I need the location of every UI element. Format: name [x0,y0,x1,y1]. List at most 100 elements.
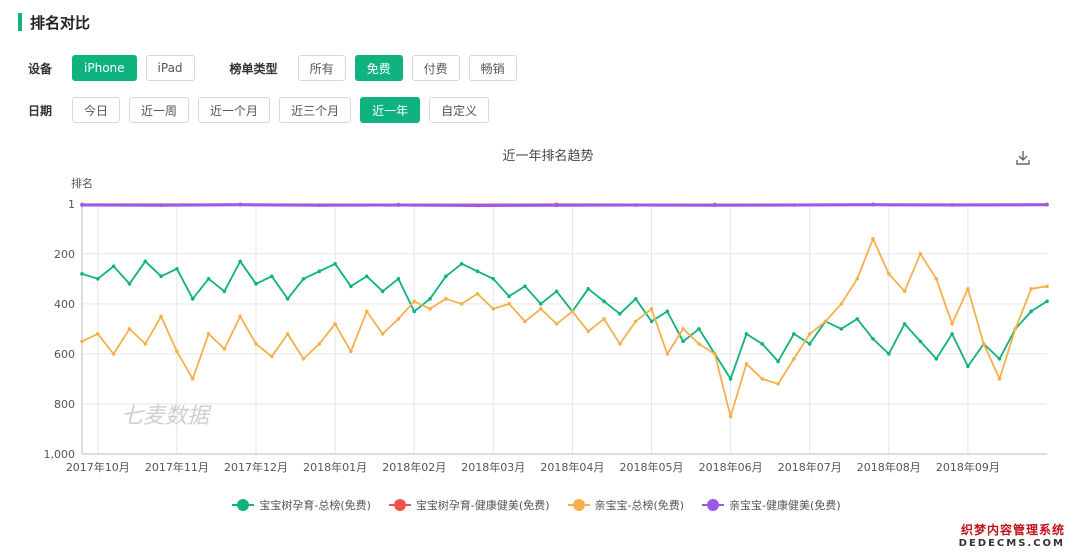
data-point [206,332,211,336]
download-icon[interactable] [1016,151,1030,165]
data-point [333,322,337,326]
data-point [966,287,970,291]
section-title-text: 排名对比 [30,13,91,32]
x-tick-label: 2018年03月 [461,460,525,474]
data-point [364,309,369,314]
date-range-button-5[interactable]: 自定义 [429,97,490,123]
data-point [190,377,195,381]
data-point [190,297,195,301]
date-button-group: 今日 近一周 近一个月 近三个月 近一年 自定义 [72,97,498,123]
x-tick-label: 2017年12月 [224,460,288,474]
data-point [871,236,875,241]
data-point [1029,287,1033,291]
site-watermark-cn: 织梦内容管理系统 [960,523,1065,537]
legend-swatch [567,499,590,511]
data-point [902,289,907,294]
data-point [111,264,116,269]
date-range-button-2[interactable]: 近一个月 [198,97,271,123]
data-point [997,357,1002,361]
date-range-button-4[interactable]: 近一年 [360,97,421,123]
data-point [96,277,100,281]
data-point [538,302,543,306]
chart-type-button-2[interactable]: 付费 [411,55,460,81]
device-button-0[interactable]: iPhone [72,55,137,81]
legend-item-2[interactable]: 亲宝宝-总榜(免费) [567,497,685,513]
data-point [349,349,353,354]
data-point [776,359,780,364]
data-point [665,309,670,314]
data-point [966,364,970,369]
data-point [475,292,480,296]
data-point [712,352,717,356]
site-watermark: 织梦内容管理系统 DEDECMS.COM [959,521,1065,549]
data-point [238,259,242,264]
data-point [855,317,859,321]
data-point [459,302,464,306]
y-tick-label: 800 [54,398,75,411]
data-point [602,299,606,304]
date-range-button-1[interactable]: 近一周 [129,97,190,123]
data-point [80,272,84,276]
data-point [459,262,464,266]
data-point [712,203,717,208]
device-button-1[interactable]: iPad [145,55,195,81]
data-point [96,332,100,336]
data-point [301,277,306,281]
device-button-group: iPhone iPad [72,55,204,81]
data-point [807,342,812,346]
data-point [175,349,179,354]
data-point [792,357,796,361]
data-point [238,202,242,207]
data-point [285,332,290,336]
data-point [586,329,591,334]
data-point [80,339,84,344]
data-point [317,269,322,274]
data-point [681,339,685,344]
legend-item-3[interactable]: 亲宝宝-健康健美(免费) [702,497,841,513]
legend-label: 亲宝宝-健康健美(免费) [729,499,841,512]
data-point [918,251,923,256]
data-point [317,342,322,346]
chart-type-button-3[interactable]: 畅销 [468,55,517,81]
x-tick-label: 2018年05月 [620,460,684,474]
legend-swatch [232,499,255,511]
data-point [1045,202,1049,207]
data-point [159,274,163,279]
data-point [538,307,543,311]
legend-item-1[interactable]: 宝宝树孕育-健康健美(免费) [388,497,550,513]
data-point [602,317,606,321]
data-point [633,203,638,207]
data-point [934,357,939,361]
y-tick-label: 400 [54,298,75,311]
data-point [792,332,796,336]
device-filter-row: 设备 iPhone iPad 榜单类型 所有 免费 付费 畅销 [28,55,526,81]
date-range-button-0[interactable]: 今日 [72,97,121,123]
data-point [301,357,306,361]
data-point [839,327,844,331]
data-point [206,277,211,281]
series-line-3 [81,203,1048,207]
series-line-2 [81,237,1048,418]
data-point [222,347,227,351]
data-point [760,377,765,381]
x-tick-label: 2018年04月 [540,460,604,474]
chart-type-button-0[interactable]: 所有 [297,55,346,81]
data-point [823,319,828,324]
data-point [586,287,591,291]
chart-title: 近一年排名趋势 [502,148,593,164]
data-point [855,277,859,281]
data-point [143,342,148,346]
data-point [981,342,986,346]
chart-type-button-group: 所有 免费 付费 畅销 [297,55,526,81]
data-point [285,297,290,301]
title-accent-bar [18,13,22,31]
data-point [1045,299,1049,304]
legend-label: 亲宝宝-总榜(免费) [594,499,685,512]
date-range-button-3[interactable]: 近三个月 [279,97,352,123]
legend-item-0[interactable]: 宝宝树孕育-总榜(免费) [232,497,371,513]
chart-type-button-1[interactable]: 免费 [354,55,403,81]
legend-label: 宝宝树孕育-总榜(免费) [259,499,371,512]
data-point [270,354,274,359]
data-point [364,274,369,279]
chart-watermark: 七麦数据 [121,404,212,429]
